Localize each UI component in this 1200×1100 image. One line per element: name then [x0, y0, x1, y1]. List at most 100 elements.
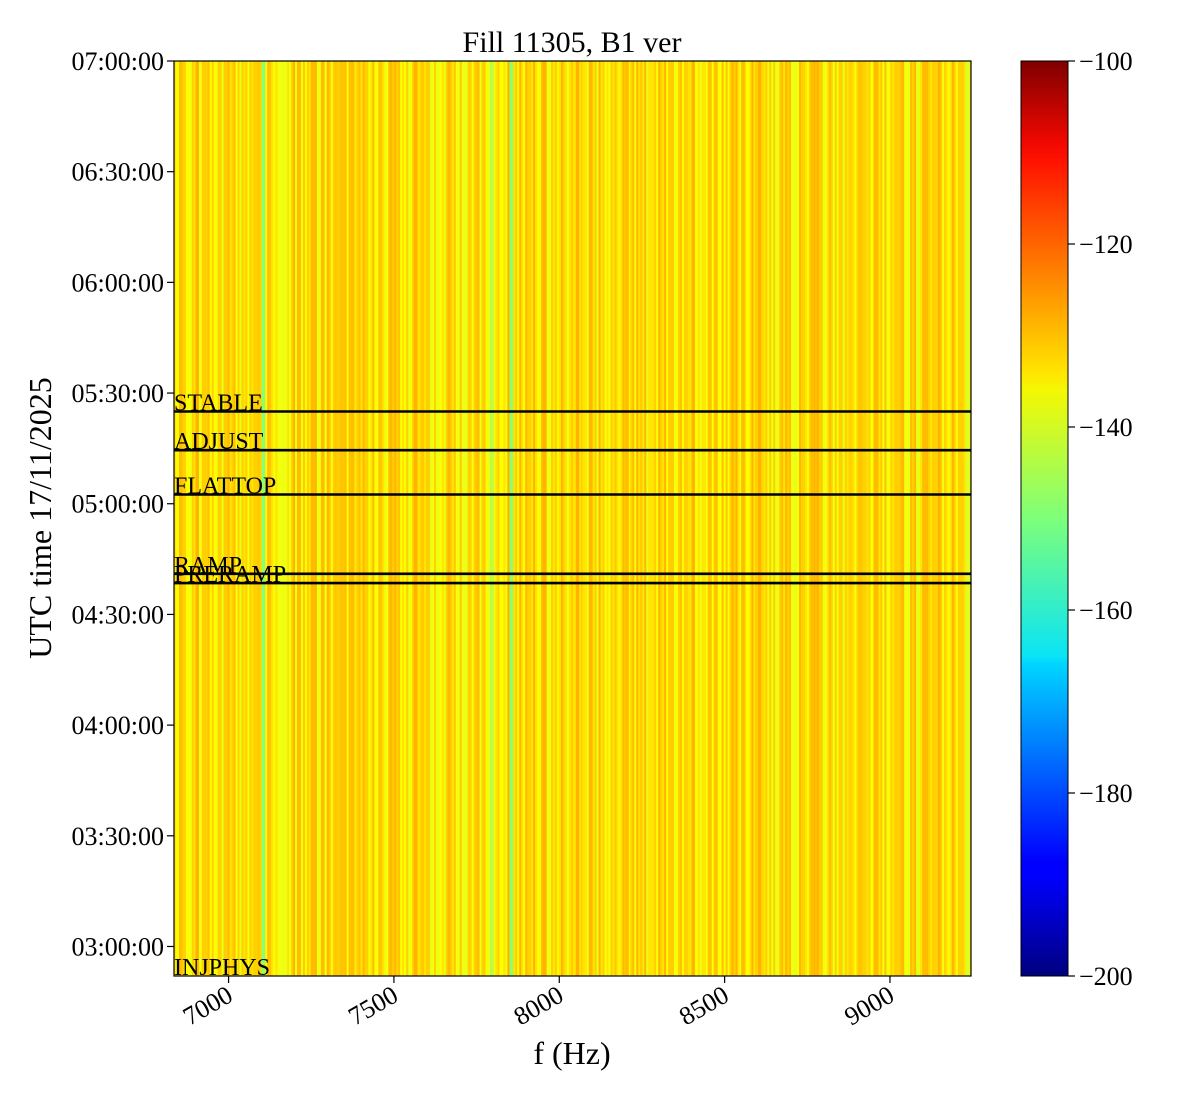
- colorbar-tick-label: −200: [1079, 962, 1133, 991]
- heatmap-column: [689, 61, 693, 976]
- heatmap-column: [584, 61, 588, 976]
- colorbar-tick-label: −180: [1079, 779, 1133, 808]
- heatmap-column: [801, 61, 804, 976]
- heatmap-column: [733, 61, 737, 976]
- heatmap-column: [429, 61, 433, 976]
- heatmap-column: [463, 61, 467, 976]
- heatmap-column: [969, 61, 971, 976]
- heatmap-column: [376, 61, 379, 976]
- heatmap-column: [537, 61, 540, 976]
- heatmap-column: [604, 61, 608, 976]
- phase-label: ADJUST: [174, 429, 264, 455]
- heatmap-column: [552, 61, 556, 976]
- y-tick-label: 04:00:00: [72, 711, 164, 740]
- heatmap-column: [318, 61, 322, 976]
- heatmap-column: [906, 61, 909, 976]
- heatmap-column: [426, 61, 429, 976]
- heatmap-column: [310, 61, 314, 976]
- heatmap-column: [939, 61, 943, 976]
- heatmap-stripe: [178, 61, 183, 976]
- heatmap-column: [803, 61, 806, 976]
- heatmap-column: [304, 61, 308, 976]
- heatmap-column: [598, 61, 602, 976]
- heatmap-column: [293, 61, 296, 976]
- heatmap-column: [360, 61, 364, 976]
- heatmap-column: [693, 61, 697, 976]
- heatmap-column: [342, 61, 346, 976]
- y-axis-ticks: 03:00:00 03:30:00 04:00:00 04:30:00 05:00:00…: [72, 47, 174, 961]
- heatmap-column: [372, 61, 375, 976]
- heatmap-column: [775, 61, 778, 976]
- heatmap-column: [499, 61, 502, 976]
- heatmap-column: [910, 61, 913, 976]
- heatmap-column: [275, 61, 278, 976]
- heatmap-column: [398, 61, 401, 976]
- heatmap-column: [564, 61, 568, 976]
- heatmap-column: [878, 61, 881, 976]
- heatmap-column: [830, 61, 834, 976]
- heatmap-column: [846, 61, 850, 976]
- heatmap-column: [370, 61, 374, 976]
- heatmap-column: [366, 61, 370, 976]
- heatmap-column: [382, 61, 385, 976]
- heatmap-column: [477, 61, 481, 976]
- colorbar-tick-label: −160: [1079, 596, 1133, 625]
- heatmap-column: [715, 61, 719, 976]
- heatmap-column: [795, 61, 798, 976]
- heatmap-column: [513, 61, 516, 976]
- heatmap-column: [340, 61, 344, 976]
- heatmap-column: [668, 61, 671, 976]
- heatmap-column: [566, 61, 570, 976]
- heatmap-column: [467, 61, 471, 976]
- heatmap-stripe: [261, 61, 266, 976]
- heatmap-column: [755, 61, 758, 976]
- heatmap-column: [931, 61, 935, 976]
- heatmap-column: [457, 61, 461, 976]
- heatmap-column: [481, 61, 485, 976]
- heatmap-column: [291, 61, 294, 976]
- heatmap-column: [765, 61, 768, 976]
- phase-label: PRERAMP: [174, 562, 286, 588]
- heatmap-column: [433, 61, 437, 976]
- heatmap-column: [461, 61, 465, 976]
- heatmap-column: [207, 61, 211, 976]
- heatmap-column: [400, 61, 403, 976]
- y-axis-label: UTC time 17/11/2025: [22, 377, 58, 658]
- heatmap-column: [199, 61, 203, 976]
- heatmap-column: [616, 61, 620, 976]
- heatmap-column: [259, 61, 262, 976]
- heatmap-column: [600, 61, 604, 976]
- heatmap-column: [850, 61, 854, 976]
- heatmap-column: [945, 61, 949, 976]
- heatmap-column: [334, 61, 338, 976]
- heatmap-column: [253, 61, 256, 976]
- heatmap-column: [808, 61, 812, 976]
- x-tick-label: 8000: [509, 980, 569, 1031]
- heatmap-column: [769, 61, 772, 976]
- heatmap-column: [902, 61, 905, 976]
- heatmap-column: [848, 61, 852, 976]
- heatmap-column: [941, 61, 945, 976]
- heatmap-column: [388, 61, 391, 976]
- heatmap-column: [747, 61, 751, 976]
- heatmap-column: [287, 61, 290, 976]
- heatmap-column: [495, 61, 499, 976]
- heatmap-column: [634, 61, 637, 976]
- heatmap-column: [558, 61, 562, 976]
- heatmap-column: [556, 61, 560, 976]
- heatmap-stripe: [741, 61, 745, 976]
- heatmap-stripe: [810, 61, 815, 976]
- heatmap-column: [920, 61, 923, 976]
- x-tick-label: 7500: [343, 980, 403, 1031]
- heatmap-column: [191, 61, 195, 976]
- heatmap-column: [785, 61, 788, 976]
- heatmap-column: [725, 61, 729, 976]
- heatmap-stripe: [625, 61, 629, 976]
- heatmap-column: [842, 61, 846, 976]
- heatmap-column: [856, 61, 860, 976]
- heatmap-column: [453, 61, 457, 976]
- heatmap-column: [860, 61, 864, 976]
- heatmap-column: [418, 61, 421, 976]
- heatmap-column: [431, 61, 435, 976]
